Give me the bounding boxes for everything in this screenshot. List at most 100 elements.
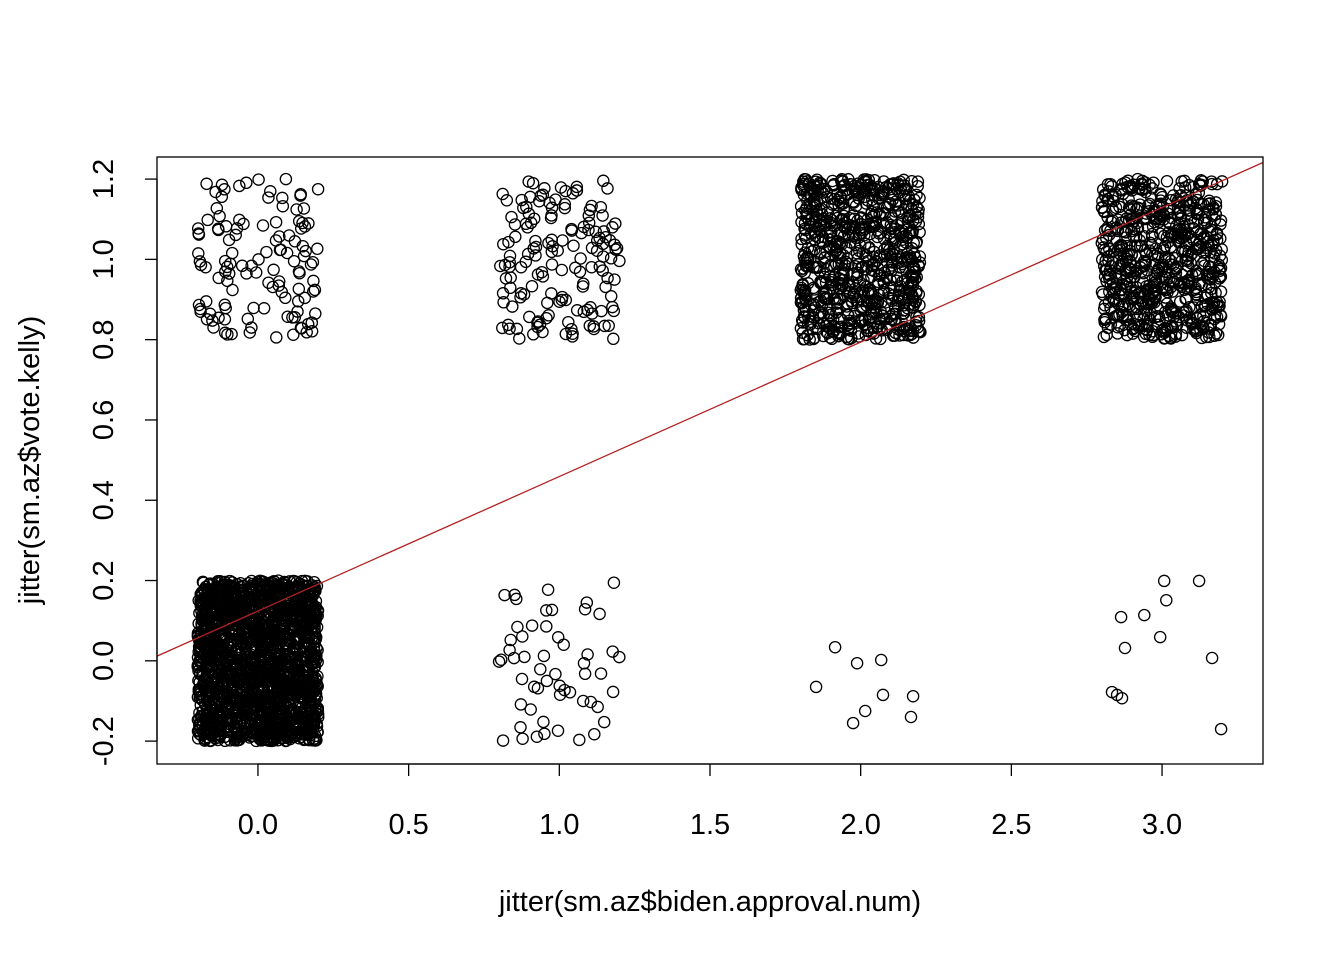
data-point xyxy=(799,223,812,237)
data-point xyxy=(1185,268,1199,282)
data-point xyxy=(215,178,229,192)
data-point xyxy=(910,235,923,248)
data-point xyxy=(229,604,243,618)
data-point xyxy=(806,310,820,324)
data-point xyxy=(222,233,236,247)
data-point xyxy=(910,310,923,324)
data-point xyxy=(311,702,324,716)
data-point xyxy=(191,630,205,644)
data-point xyxy=(563,686,577,699)
data-point xyxy=(880,270,894,283)
data-point xyxy=(287,254,301,268)
data-point xyxy=(1118,641,1132,655)
data-point xyxy=(225,246,239,260)
data-point xyxy=(853,244,866,258)
data-point xyxy=(609,217,622,230)
data-point xyxy=(798,284,811,298)
data-point xyxy=(570,304,584,317)
data-point xyxy=(262,620,276,633)
data-point xyxy=(494,653,508,666)
data-point xyxy=(223,637,236,651)
data-point xyxy=(192,594,205,607)
data-point xyxy=(893,261,907,274)
data-point xyxy=(1099,312,1112,325)
data-point xyxy=(795,297,808,310)
data-point xyxy=(1161,278,1175,292)
data-point xyxy=(831,240,844,253)
data-point xyxy=(264,185,277,198)
data-point xyxy=(892,289,905,302)
data-point xyxy=(843,314,856,327)
data-point xyxy=(538,182,551,195)
data-point xyxy=(1146,330,1159,344)
data-point xyxy=(275,608,288,621)
data-point xyxy=(585,260,598,274)
data-point xyxy=(907,261,921,274)
data-point xyxy=(551,631,565,644)
data-point xyxy=(530,730,544,743)
data-point xyxy=(832,326,845,339)
data-point xyxy=(291,295,305,308)
data-point xyxy=(596,264,609,277)
data-point xyxy=(496,321,509,335)
data-point xyxy=(589,225,602,239)
data-point xyxy=(229,613,243,626)
data-point xyxy=(573,265,587,279)
data-point xyxy=(852,231,865,244)
data-point xyxy=(604,252,618,265)
data-point xyxy=(848,260,862,273)
data-point xyxy=(1184,230,1197,244)
data-point xyxy=(567,239,580,252)
data-point xyxy=(1207,297,1221,310)
data-point xyxy=(255,664,269,677)
points-layer xyxy=(191,172,1229,748)
data-point xyxy=(218,326,232,340)
data-point xyxy=(591,700,604,714)
data-point xyxy=(583,203,597,217)
data-point xyxy=(1201,272,1215,285)
data-point xyxy=(1166,306,1180,319)
data-point xyxy=(239,702,252,715)
data-point xyxy=(1175,276,1188,290)
data-point xyxy=(270,331,283,344)
data-point xyxy=(537,649,551,663)
data-point xyxy=(906,689,920,703)
data-point xyxy=(576,280,590,293)
data-point xyxy=(1161,235,1175,249)
data-point xyxy=(1205,239,1219,252)
data-point xyxy=(1103,285,1116,299)
data-point xyxy=(1214,261,1228,275)
data-point xyxy=(1171,224,1185,237)
data-point xyxy=(895,179,908,192)
data-point xyxy=(884,273,897,287)
data-point xyxy=(585,241,599,255)
data-point xyxy=(847,268,861,281)
data-point xyxy=(888,329,901,342)
data-point xyxy=(500,194,514,207)
data-point xyxy=(220,598,233,611)
data-point xyxy=(851,177,865,190)
data-point xyxy=(555,293,569,307)
data-point xyxy=(845,331,858,345)
data-point xyxy=(807,332,820,346)
data-point xyxy=(1182,280,1196,293)
data-point xyxy=(555,263,569,277)
data-point xyxy=(803,220,817,233)
data-point xyxy=(1130,203,1143,216)
data-point xyxy=(1166,258,1180,272)
data-point xyxy=(275,701,288,714)
data-point xyxy=(1141,311,1155,325)
data-point xyxy=(852,192,865,205)
data-point xyxy=(307,274,320,288)
data-point xyxy=(826,174,839,188)
data-point xyxy=(298,291,312,305)
data-point xyxy=(894,239,907,252)
data-point xyxy=(304,692,317,706)
data-point xyxy=(529,240,543,254)
data-point xyxy=(515,672,529,686)
data-point xyxy=(249,266,263,279)
data-point xyxy=(275,653,288,667)
data-point xyxy=(823,226,837,239)
data-point xyxy=(292,675,306,689)
data-point xyxy=(518,650,531,664)
